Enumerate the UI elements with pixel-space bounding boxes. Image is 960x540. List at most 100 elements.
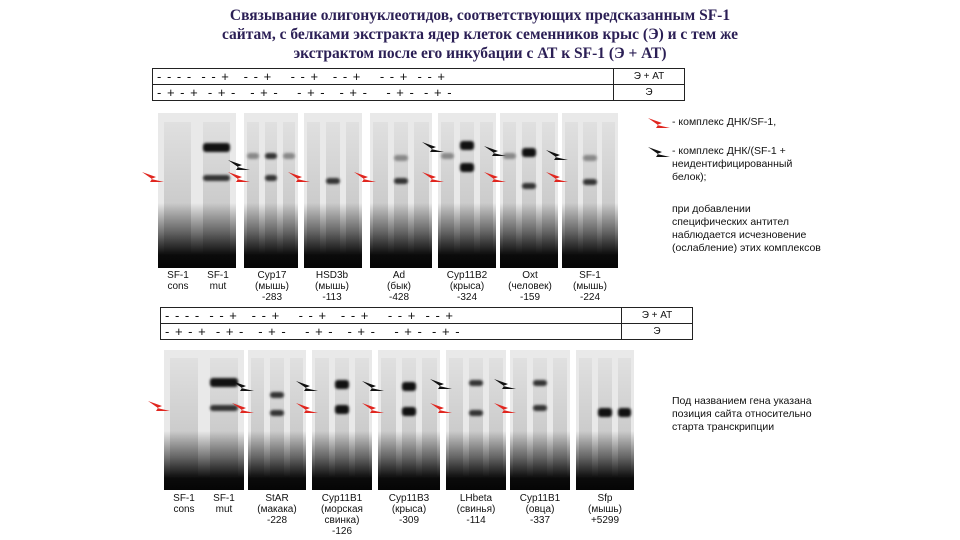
free-probe-band	[562, 202, 618, 268]
gel-band	[282, 153, 296, 159]
gene-caption: LHbeta (свинья) -114	[456, 493, 496, 526]
gel-band	[401, 407, 417, 416]
gel-band	[583, 155, 597, 161]
bottom-ab-label: Э + АТ	[621, 307, 693, 324]
free-probe-band	[438, 202, 496, 268]
gene-caption: Cyp11B3 (крыса) -309	[388, 493, 430, 526]
free-probe-band	[576, 431, 634, 490]
red-arrow-icon	[148, 401, 170, 411]
red-arrow-icon	[354, 172, 376, 182]
gel-band	[460, 141, 474, 150]
free-probe-band	[304, 202, 362, 268]
title-line-1: Связывание олигонуклеотидов, соответству…	[229, 7, 731, 24]
red-arrow-icon	[546, 172, 568, 182]
gel-band	[246, 153, 260, 159]
gel-panel	[438, 113, 496, 268]
free-probe-band	[500, 202, 558, 268]
gel-band	[460, 163, 474, 172]
black-arrow-icon	[484, 146, 506, 156]
title-line-3: экстрактом после его инкубации с АТ к SF…	[293, 45, 667, 62]
legend-red-arrow-text: - комплекс ДНК/SF-1,	[672, 116, 777, 128]
free-probe-band	[158, 202, 236, 268]
free-probe-band	[510, 431, 570, 490]
gel-band	[502, 153, 517, 159]
black-arrow-icon	[546, 150, 568, 160]
gel-band	[210, 405, 238, 411]
gel-panel	[248, 350, 306, 490]
top-extract-label: Э	[613, 84, 685, 101]
legend-red-arrow-icon	[648, 118, 670, 128]
gene-caption: HSD3b (мышь) -113	[315, 270, 349, 303]
gel-panel	[510, 350, 570, 490]
gel-band	[210, 378, 238, 387]
gel-panel	[164, 350, 244, 490]
black-arrow-icon	[362, 381, 384, 391]
gene-caption: Sfp (мышь) +5299	[588, 493, 622, 526]
legend-position-note: Под названием гена указана позиция сайта…	[672, 395, 812, 433]
black-arrow-icon	[296, 381, 318, 391]
gel-band	[202, 143, 231, 152]
gel-band	[617, 408, 632, 417]
gene-caption: SF-1 (мышь) -224	[573, 270, 607, 303]
red-arrow-icon	[142, 172, 164, 182]
bottom-treatment-table: - - - - - - + - - + - - + - - + - - + - …	[160, 307, 693, 340]
gel-band	[533, 405, 547, 411]
gel-band	[326, 178, 340, 184]
red-arrow-icon	[494, 403, 516, 413]
red-arrow-icon	[232, 403, 254, 413]
free-probe-band	[164, 431, 244, 490]
gene-caption: SF-1 cons	[173, 493, 195, 515]
gene-caption: Cyp11B1 (морская свинка) -126	[321, 493, 363, 537]
title-line-2: сайтам, с белками экстракта ядер клеток …	[221, 26, 739, 43]
top-ab-signs: - - - - - - + - - + - - + - - + - - + - …	[152, 68, 614, 85]
gene-caption: Cyp17 (мышь) -283	[255, 270, 289, 303]
gel-band	[335, 405, 349, 414]
bottom-ab-signs: - - - - - - + - - + - - + - - + - - + - …	[160, 307, 622, 324]
gel-band	[264, 153, 278, 159]
gel-band	[270, 392, 284, 398]
gel-band	[264, 175, 278, 181]
red-arrow-icon	[296, 403, 318, 413]
gel-panel	[158, 113, 236, 268]
gel-band	[393, 155, 409, 161]
gene-caption: SF-1 cons	[167, 270, 189, 292]
black-arrow-icon	[494, 379, 516, 389]
gel-band	[393, 178, 409, 184]
gel-band	[469, 380, 483, 386]
gel-panel	[562, 113, 618, 268]
gene-caption: Cyp11B1 (овца) -337	[519, 493, 561, 526]
red-arrow-icon	[484, 172, 506, 182]
gene-caption: Cyp11B2 (крыса) -324	[446, 270, 488, 303]
gel-band	[469, 410, 483, 416]
gene-caption: SF-1 mut	[213, 493, 235, 515]
gel-band	[522, 183, 536, 189]
bottom-extract-signs: - + - + - + - - + - - + - - + - - + - - …	[160, 323, 622, 340]
red-arrow-icon	[288, 172, 310, 182]
gel-band	[440, 153, 455, 159]
figure-title: Связывание олигонуклеотидов, соответству…	[150, 6, 810, 63]
gene-caption: StAR (макака) -228	[257, 493, 297, 526]
gel-band	[522, 148, 536, 157]
gene-caption: SF-1 mut	[207, 270, 229, 292]
free-probe-band	[312, 431, 372, 490]
red-arrow-icon	[228, 172, 250, 182]
top-extract-signs: - + - + - + - - + - - + - - + - - + - - …	[152, 84, 614, 101]
free-probe-band	[244, 202, 298, 268]
gene-caption: Ad (бык) -428	[387, 270, 411, 303]
red-arrow-icon	[362, 403, 384, 413]
free-probe-band	[248, 431, 306, 490]
gel-panel	[370, 113, 432, 268]
black-arrow-icon	[232, 381, 254, 391]
bottom-extract-label: Э	[621, 323, 693, 340]
black-arrow-icon	[422, 142, 444, 152]
gel-band	[270, 410, 284, 416]
gel-panel	[576, 350, 634, 490]
top-ab-label: Э + АТ	[613, 68, 685, 85]
free-probe-band	[446, 431, 506, 490]
legend-black-arrow-text: - комплекс ДНК/(SF-1 + неидентифицирован…	[672, 145, 793, 183]
legend-antibody-note: при добавлении специфических антител наб…	[672, 203, 821, 254]
free-probe-band	[378, 431, 440, 490]
gel-panel	[304, 113, 362, 268]
black-arrow-icon	[228, 160, 250, 170]
gel-band	[202, 175, 231, 181]
